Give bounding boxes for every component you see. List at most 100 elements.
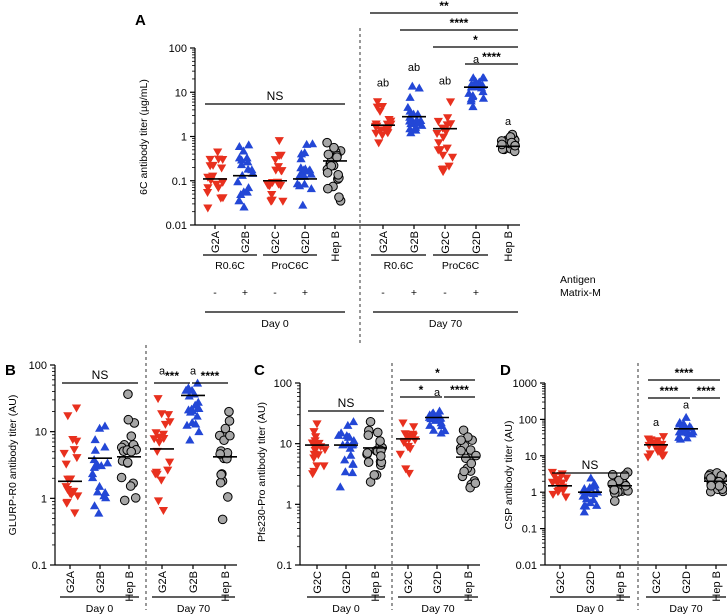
data-point — [376, 451, 386, 461]
data-point — [243, 183, 254, 192]
matrix-sign: - — [443, 287, 447, 299]
data-point — [425, 420, 435, 429]
data-point — [320, 446, 330, 455]
data-point — [433, 117, 443, 126]
data-point — [346, 450, 356, 459]
x-tick-label: G2C — [440, 231, 452, 254]
series-group — [233, 140, 258, 211]
data-point — [66, 490, 77, 499]
x-tick-label: G2A — [65, 570, 77, 593]
matrix-row-title: Matrix-M — [560, 287, 601, 299]
data-point — [192, 411, 202, 420]
data-point — [442, 144, 452, 153]
antigen-row-title: Antigen — [560, 274, 596, 286]
data-point — [579, 484, 589, 493]
x-tick-label: Hep B — [503, 231, 515, 262]
significance-letter: a — [683, 400, 690, 412]
significance-stars: **** — [201, 369, 220, 383]
data-point — [404, 469, 414, 478]
data-point — [233, 177, 243, 186]
data-point — [236, 160, 247, 169]
data-point — [433, 146, 443, 155]
significance-stars: *** — [165, 369, 179, 383]
data-point — [244, 140, 254, 149]
matrix-sign: - — [213, 287, 217, 299]
data-point — [456, 435, 466, 446]
data-point — [125, 481, 136, 491]
data-point — [334, 192, 344, 202]
panel-letter: C — [254, 362, 265, 379]
data-point — [73, 492, 83, 501]
data-point — [335, 482, 345, 491]
data-point — [468, 92, 478, 101]
data-point — [296, 154, 306, 163]
data-point — [405, 116, 415, 125]
series-group — [455, 425, 481, 493]
x-tick-label: Hep B — [370, 571, 382, 602]
data-point — [658, 433, 669, 442]
data-point — [375, 436, 385, 446]
y-tick-label: 100 — [169, 43, 187, 55]
data-point — [217, 514, 228, 525]
data-point — [92, 487, 103, 496]
x-tick-label: Hep B — [615, 571, 627, 602]
data-point — [309, 467, 319, 476]
antigen-label: R0.6C — [215, 260, 245, 272]
data-point — [322, 167, 333, 178]
data-point — [276, 181, 286, 190]
data-point — [340, 455, 350, 464]
data-point — [405, 445, 415, 454]
data-point — [238, 146, 249, 155]
data-point — [100, 421, 110, 430]
series-group — [547, 468, 572, 502]
series-group — [59, 404, 83, 518]
data-point — [323, 149, 334, 160]
significance-stars: * — [419, 383, 424, 397]
data-point — [329, 142, 339, 153]
y-tick-label: 100 — [519, 414, 537, 426]
data-point — [94, 481, 105, 490]
data-point — [609, 484, 620, 495]
data-point — [714, 481, 725, 491]
data-point — [205, 155, 215, 164]
y-tick-label: 0.01 — [166, 220, 187, 232]
significance-letter: a — [505, 116, 512, 128]
data-point — [187, 405, 197, 414]
data-point — [157, 410, 167, 419]
x-tick-label: G2D — [432, 571, 444, 594]
data-point — [88, 473, 98, 482]
data-point — [242, 187, 252, 196]
x-tick-label: Hep B — [220, 571, 232, 602]
data-point — [706, 480, 717, 491]
x-tick-label: Hep B — [463, 571, 475, 602]
data-point — [266, 197, 276, 206]
data-point — [309, 454, 319, 463]
data-point — [319, 462, 329, 471]
y-tick-label: 10 — [525, 451, 537, 463]
data-point — [194, 427, 204, 436]
series-group — [307, 420, 330, 479]
data-point — [322, 137, 332, 148]
data-point — [375, 107, 385, 116]
data-point — [548, 478, 558, 487]
matrix-sign: + — [302, 287, 308, 299]
data-point — [234, 153, 245, 162]
data-point — [87, 469, 98, 478]
data-point — [218, 194, 228, 203]
data-point — [242, 153, 252, 162]
y-tick-label: 0.1 — [522, 524, 537, 536]
data-point — [247, 165, 257, 174]
data-point — [263, 181, 273, 190]
data-point — [363, 430, 374, 441]
significance-stars: **** — [697, 384, 716, 398]
data-point — [163, 411, 174, 420]
significance-letter: ab — [439, 75, 451, 87]
series-group — [202, 148, 228, 213]
data-point — [220, 423, 231, 434]
significance-stars: **** — [482, 50, 501, 64]
data-point — [239, 202, 249, 211]
data-point — [456, 445, 466, 456]
data-point — [438, 133, 448, 142]
data-point — [90, 435, 100, 444]
data-point — [130, 493, 141, 503]
